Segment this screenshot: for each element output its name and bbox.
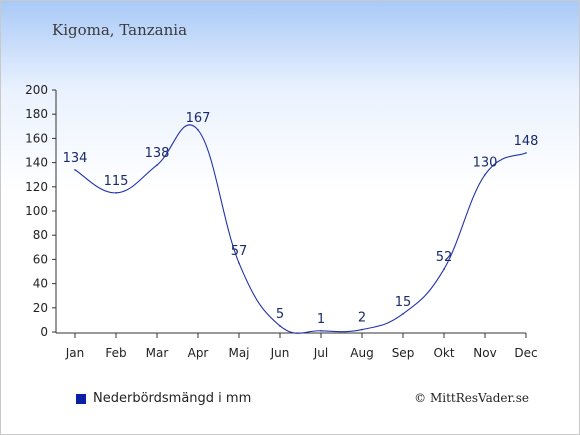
data-value-label: 1 — [317, 312, 325, 327]
data-labels: 134 115 138 167 57 5 1 2 15 52 130 148 — [63, 111, 539, 327]
data-point — [525, 152, 527, 154]
data-value-label: 57 — [231, 244, 248, 259]
data-point — [238, 262, 240, 264]
x-tick-label: Jul — [313, 346, 328, 360]
y-tick-label: 140 — [25, 156, 48, 170]
y-tick-label: 200 — [25, 83, 48, 97]
data-point — [74, 169, 76, 171]
y-tick-label: 180 — [25, 107, 48, 121]
x-tick-label: Jun — [270, 346, 290, 360]
data-value-label: 138 — [145, 146, 170, 161]
data-point — [279, 325, 281, 327]
series-line — [74, 124, 527, 334]
y-tick-label: 60 — [33, 252, 48, 266]
data-point — [361, 328, 363, 331]
x-tick-label: Mar — [146, 346, 169, 360]
chart-axes: 0 20 40 60 80 100 120 140 160 180 200 Jan Feb Mar Apr M… — [25, 83, 538, 360]
data-point — [443, 268, 445, 270]
y-tick-label: 20 — [33, 301, 48, 315]
x-tick-label: Jan — [65, 346, 85, 360]
y-tick-label: 120 — [25, 180, 48, 194]
legend-swatch — [76, 393, 86, 404]
data-point — [402, 313, 404, 315]
data-value-label: 130 — [473, 156, 498, 171]
y-tick-label: 80 — [33, 228, 48, 242]
x-tick-label: Nov — [473, 346, 496, 360]
data-value-label: 115 — [104, 174, 129, 189]
x-tick-label: Feb — [105, 346, 126, 360]
data-point — [156, 164, 158, 166]
data-point — [197, 129, 199, 131]
data-point — [320, 329, 322, 332]
legend: Nederbördsmängd i mm — [76, 391, 251, 406]
y-tick-label: 40 — [33, 277, 48, 291]
series-layer — [74, 124, 527, 334]
x-tick-label: Sep — [392, 346, 415, 360]
x-tick-label: Aug — [350, 346, 373, 360]
x-tick-label: Maj — [228, 346, 249, 360]
y-tick-label: 0 — [40, 325, 48, 339]
x-tick-label: Apr — [188, 346, 209, 360]
y-tick-label: 160 — [25, 131, 48, 145]
data-value-label: 2 — [358, 311, 366, 326]
data-value-label: 52 — [436, 250, 453, 265]
data-value-label: 5 — [276, 307, 284, 322]
data-point — [484, 173, 486, 176]
location-title: Kigoma, Tanzania — [52, 21, 188, 39]
data-value-label: 167 — [186, 111, 211, 126]
data-value-label: 134 — [63, 151, 88, 166]
data-value-label: 148 — [514, 134, 539, 149]
legend-label: Nederbördsmängd i mm — [93, 391, 252, 406]
x-tick-label: Okt — [433, 346, 454, 360]
data-point — [115, 192, 117, 194]
x-tick-label: Dec — [514, 346, 537, 360]
y-tick-label: 100 — [25, 204, 48, 218]
copyright-credit: © MittResVader.se — [414, 391, 529, 405]
data-value-label: 15 — [395, 295, 412, 310]
precipitation-chart: 0 20 40 60 80 100 120 140 160 180 200 Jan Feb Mar Apr M… — [25, 83, 539, 360]
